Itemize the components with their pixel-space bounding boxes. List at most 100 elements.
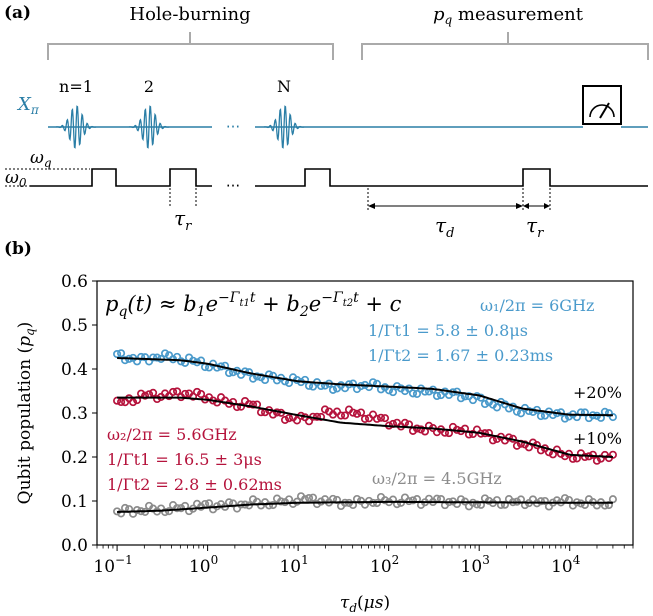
ellipsis-freq: ··· bbox=[226, 177, 240, 195]
data-point bbox=[264, 370, 274, 379]
data-point bbox=[408, 389, 418, 398]
data-point bbox=[280, 415, 290, 424]
data-point bbox=[161, 508, 170, 517]
x-tick-label: 103 bbox=[461, 553, 490, 577]
omega-0-label: ω0 bbox=[5, 168, 27, 190]
omega-q-label: ωq bbox=[30, 148, 52, 170]
data-point bbox=[372, 498, 382, 508]
hole-burning-label: Hole-burning bbox=[129, 4, 250, 25]
data-point bbox=[328, 385, 338, 394]
series-1 bbox=[113, 387, 617, 465]
data-point bbox=[512, 441, 521, 450]
data-point bbox=[145, 390, 154, 399]
offset-10-label: +10% bbox=[573, 429, 622, 448]
offset-20-label: +20% bbox=[573, 383, 622, 402]
blue-freq-label: ω₁/2π = 6GHz bbox=[480, 296, 594, 315]
data-point bbox=[348, 408, 358, 417]
y-tick-label: 0.1 bbox=[61, 492, 88, 512]
data-point bbox=[193, 387, 202, 396]
red-freq-label: ω₂/2π = 5.6GHz bbox=[107, 425, 237, 444]
axes: 0.0 0.1 0.2 0.3 0.4 0.5 0.6 10−1 100 101 102 103 104 bbox=[61, 272, 634, 577]
pulse-label-n: N bbox=[277, 77, 291, 96]
data-point bbox=[608, 450, 617, 459]
data-point bbox=[141, 353, 150, 362]
data-point bbox=[320, 405, 330, 414]
panel-a-label: (a) bbox=[4, 3, 31, 23]
hole-burning-bracket bbox=[47, 32, 334, 60]
data-point bbox=[149, 388, 158, 397]
fit-equation: pq(t) ≈ b1e−Γt1t + b2e−Γt2t + c bbox=[105, 290, 402, 320]
pulse-label-1: n=1 bbox=[59, 77, 93, 96]
data-point bbox=[368, 378, 378, 387]
data-point bbox=[113, 396, 122, 405]
x-tick-label: 102 bbox=[370, 553, 399, 577]
data-point bbox=[580, 500, 589, 509]
data-point bbox=[153, 394, 162, 404]
data-point bbox=[252, 372, 262, 381]
y-tick-label: 0.3 bbox=[61, 404, 88, 424]
data-point bbox=[452, 499, 462, 509]
x-tick-label: 101 bbox=[279, 553, 308, 577]
tau-r-label-2: τr bbox=[526, 213, 544, 241]
data-point bbox=[392, 418, 402, 427]
data-point bbox=[540, 496, 549, 506]
data-point bbox=[161, 349, 170, 358]
data-point bbox=[480, 399, 490, 409]
data-point bbox=[189, 392, 198, 401]
data-point bbox=[248, 374, 258, 383]
data-point bbox=[169, 387, 178, 396]
data-point bbox=[340, 411, 350, 420]
data-point bbox=[580, 452, 589, 462]
data-point bbox=[165, 351, 174, 360]
data-point bbox=[129, 398, 138, 407]
pulse-label-2: 2 bbox=[144, 77, 154, 96]
xpi-pulse-2 bbox=[128, 105, 170, 149]
data-point bbox=[165, 392, 174, 401]
blue-t1-label: 1/Γt1 = 5.8 ± 0.8μs bbox=[368, 321, 528, 340]
data-point bbox=[292, 416, 302, 425]
panel-b-label: (b) bbox=[4, 239, 32, 259]
data-point bbox=[468, 429, 478, 439]
meter-needle bbox=[599, 102, 610, 119]
frequency-line-1 bbox=[30, 168, 212, 187]
blue-t2-label: 1/Γt2 = 1.67 ± 0.23ms bbox=[368, 346, 553, 365]
data-point bbox=[484, 429, 494, 438]
data-point bbox=[412, 389, 422, 398]
tau-r2-arrowheads bbox=[523, 203, 550, 209]
data-point bbox=[173, 387, 182, 396]
data-point bbox=[484, 496, 494, 505]
data-point bbox=[528, 407, 537, 416]
fit-line bbox=[117, 357, 613, 417]
data-point bbox=[536, 497, 545, 506]
measurement-bracket bbox=[361, 32, 649, 60]
x-tick-label: 100 bbox=[189, 553, 218, 577]
data-point bbox=[276, 497, 286, 506]
xpi-pulse-1 bbox=[55, 105, 97, 149]
data-point bbox=[312, 412, 322, 421]
data-point bbox=[432, 391, 442, 401]
data-point bbox=[212, 363, 222, 372]
data-series bbox=[113, 349, 617, 518]
data-point bbox=[372, 414, 382, 423]
series-2 bbox=[113, 492, 617, 518]
data-point bbox=[236, 402, 246, 411]
red-t2-label: 1/Γt2 = 2.8 ± 0.62ms bbox=[107, 475, 282, 494]
measurement-label: pq measurement bbox=[433, 4, 584, 27]
y-tick-label: 0.0 bbox=[61, 536, 88, 556]
y-tick-label: 0.6 bbox=[61, 272, 88, 292]
data-point bbox=[292, 497, 302, 506]
data-point bbox=[560, 494, 569, 503]
data-point bbox=[380, 496, 390, 505]
data-point bbox=[416, 425, 426, 434]
data-point bbox=[400, 418, 410, 427]
data-point bbox=[356, 408, 366, 417]
meter-icon bbox=[582, 85, 622, 125]
data-point bbox=[352, 409, 362, 418]
data-point bbox=[300, 375, 310, 384]
data-point bbox=[492, 403, 502, 412]
data-point bbox=[408, 496, 418, 505]
data-point bbox=[117, 509, 126, 518]
data-point bbox=[516, 409, 525, 418]
y-tick-label: 0.5 bbox=[61, 316, 88, 336]
data-point bbox=[117, 397, 126, 407]
